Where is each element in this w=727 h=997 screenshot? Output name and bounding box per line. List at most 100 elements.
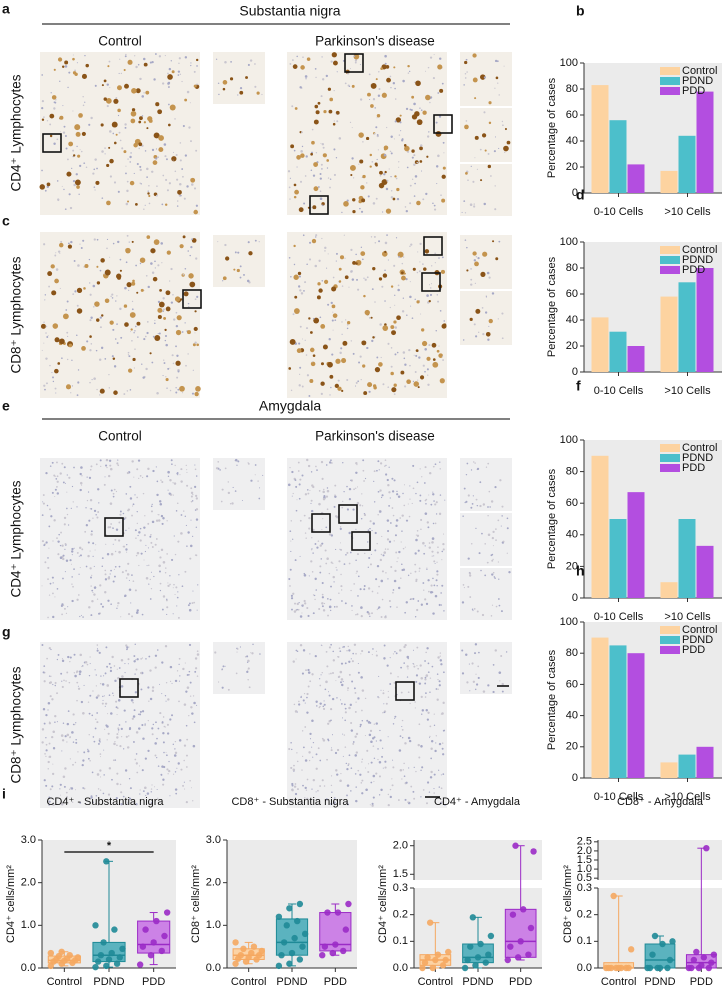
cell <box>117 731 120 733</box>
cell <box>183 703 187 706</box>
cell <box>294 308 300 314</box>
cell <box>387 259 389 261</box>
cell <box>185 754 188 757</box>
cell <box>393 264 396 267</box>
cell <box>56 588 59 590</box>
cell <box>375 722 378 725</box>
cell <box>323 488 325 491</box>
point <box>474 954 482 961</box>
cell <box>141 769 144 772</box>
cell <box>197 584 199 586</box>
cell <box>472 53 477 58</box>
cell <box>171 354 174 357</box>
cell <box>162 308 165 311</box>
y-tick-label: 20 <box>566 340 578 352</box>
cell <box>410 305 412 307</box>
cell <box>414 552 417 555</box>
cell <box>108 662 111 665</box>
cell <box>426 135 430 138</box>
cell <box>65 791 68 794</box>
cell <box>92 172 95 175</box>
cell <box>298 497 301 500</box>
cell <box>71 550 74 553</box>
cell <box>59 131 61 133</box>
point <box>232 939 239 946</box>
cell <box>61 680 63 682</box>
cell <box>96 644 99 646</box>
cell <box>177 74 180 76</box>
panel-letter: a <box>2 1 10 17</box>
cell <box>360 185 365 190</box>
column-title: Control <box>98 34 142 49</box>
point <box>111 926 118 933</box>
cell <box>291 59 294 61</box>
cell <box>99 769 102 772</box>
y-tick-label: 100 <box>560 236 578 248</box>
cell <box>318 259 321 262</box>
cell <box>395 652 398 655</box>
cell <box>430 757 432 760</box>
cell <box>465 172 468 175</box>
cell <box>366 611 369 614</box>
point <box>649 951 656 958</box>
cell <box>128 527 130 529</box>
cell <box>115 528 119 531</box>
cell <box>101 702 104 705</box>
cell <box>472 680 476 683</box>
cell <box>135 753 138 755</box>
cell <box>78 673 81 676</box>
cell <box>168 492 171 495</box>
cell <box>397 557 399 559</box>
cell <box>332 313 338 318</box>
cell <box>415 492 417 495</box>
cell <box>371 654 373 656</box>
cell <box>383 153 387 157</box>
cell <box>373 133 376 135</box>
cell <box>188 306 190 308</box>
cell <box>386 664 389 667</box>
cell <box>383 173 386 176</box>
cell <box>427 66 430 69</box>
cell <box>369 563 372 566</box>
cell <box>297 461 300 464</box>
cell <box>151 546 154 549</box>
cell <box>318 502 321 506</box>
cell <box>182 175 184 178</box>
cell <box>385 64 390 69</box>
cell <box>367 770 370 774</box>
cell <box>336 773 339 776</box>
cell <box>501 515 503 517</box>
cell <box>501 682 505 686</box>
cell <box>190 487 193 490</box>
cell <box>321 279 324 282</box>
cell <box>146 176 148 178</box>
cell <box>332 276 335 279</box>
cell <box>91 574 93 576</box>
cell <box>262 474 264 476</box>
cell <box>335 680 337 682</box>
cell <box>165 682 168 684</box>
point <box>646 964 654 972</box>
cell <box>326 487 329 489</box>
cell <box>41 74 44 76</box>
cell <box>299 519 302 522</box>
cell <box>427 711 430 714</box>
cell <box>71 385 74 387</box>
cell <box>312 594 315 596</box>
cell <box>394 326 398 329</box>
cell <box>75 672 77 674</box>
cell <box>114 141 117 145</box>
cell <box>125 735 128 738</box>
cell <box>92 284 96 288</box>
cell <box>396 351 399 354</box>
cell <box>63 188 65 191</box>
cell <box>239 90 244 95</box>
cell <box>113 181 117 184</box>
point <box>469 914 477 921</box>
cell <box>95 180 100 185</box>
cell <box>50 648 52 651</box>
cell <box>100 603 102 605</box>
cell <box>109 573 111 575</box>
cell <box>440 801 444 804</box>
cell <box>41 728 45 731</box>
